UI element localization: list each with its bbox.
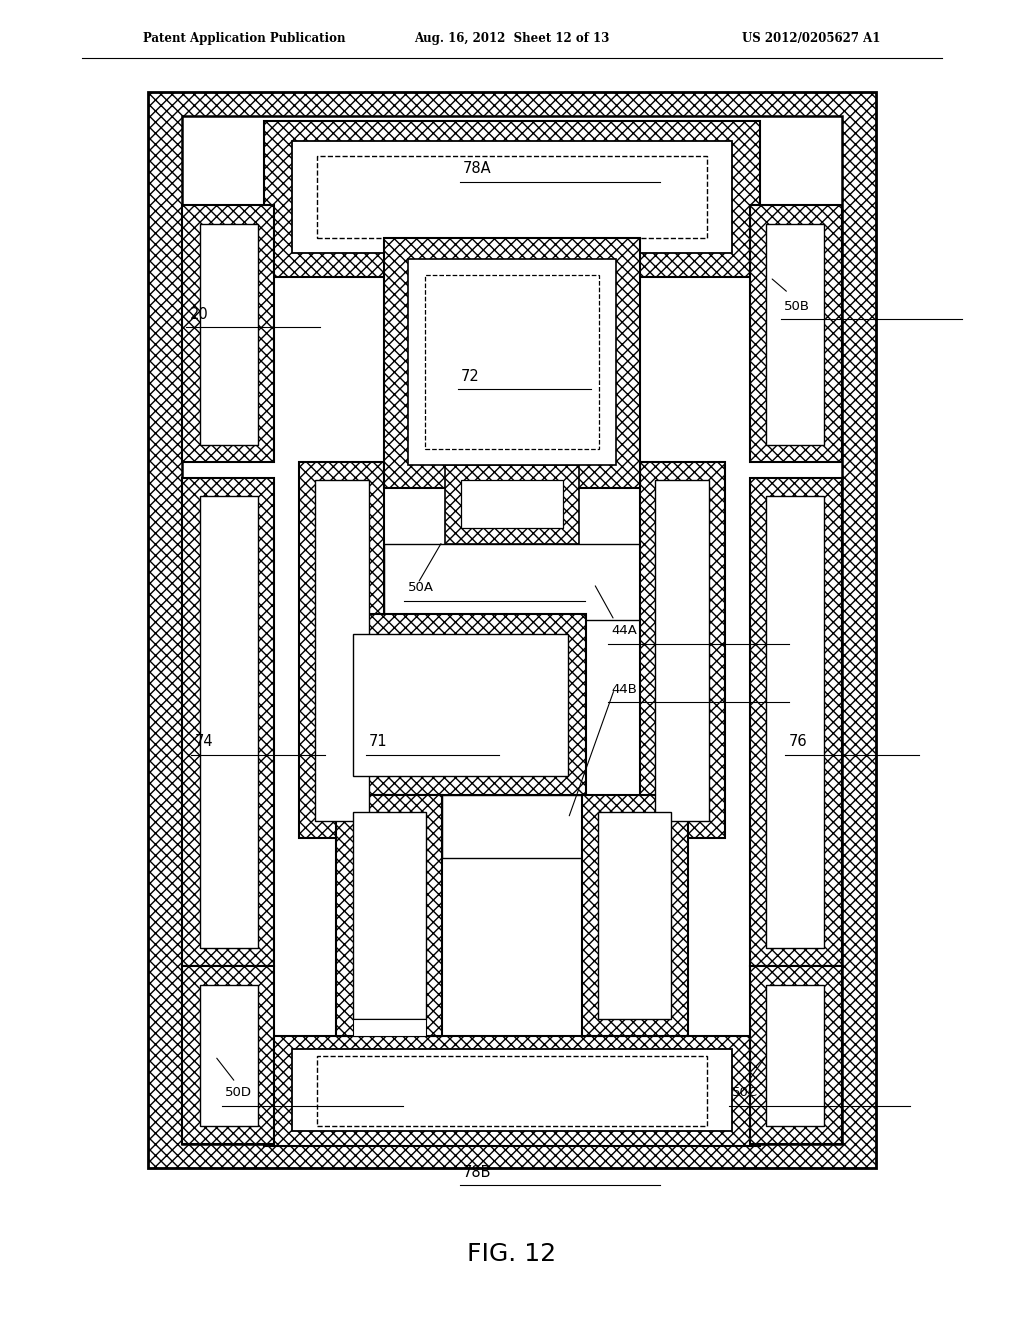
Bar bbox=[200, 496, 258, 948]
Text: 50D: 50D bbox=[225, 1086, 252, 1100]
Bar bbox=[182, 966, 274, 1144]
Bar bbox=[353, 812, 426, 1019]
Bar bbox=[182, 116, 842, 1144]
Bar bbox=[640, 462, 725, 838]
Bar bbox=[750, 478, 842, 966]
Bar bbox=[264, 1036, 760, 1146]
Text: 76: 76 bbox=[788, 734, 807, 750]
Text: 50B: 50B bbox=[784, 300, 810, 313]
Bar bbox=[336, 614, 586, 795]
Bar bbox=[353, 634, 568, 776]
Bar bbox=[200, 985, 258, 1126]
Bar bbox=[445, 465, 579, 544]
Text: US 2012/0205627 A1: US 2012/0205627 A1 bbox=[742, 32, 881, 45]
Text: 44A: 44A bbox=[611, 624, 637, 638]
Bar bbox=[582, 795, 688, 1036]
Text: 50C: 50C bbox=[732, 1086, 759, 1100]
Text: Aug. 16, 2012  Sheet 12 of 13: Aug. 16, 2012 Sheet 12 of 13 bbox=[415, 32, 609, 45]
Text: FIG. 12: FIG. 12 bbox=[467, 1242, 557, 1266]
Bar bbox=[148, 92, 876, 1168]
Text: 74: 74 bbox=[195, 734, 213, 750]
Text: 44B: 44B bbox=[611, 682, 637, 696]
Bar bbox=[200, 224, 258, 445]
Text: 20: 20 bbox=[189, 306, 208, 322]
Bar bbox=[299, 462, 384, 838]
Text: 71: 71 bbox=[369, 734, 387, 750]
Bar bbox=[336, 795, 442, 1036]
Text: 50A: 50A bbox=[408, 581, 433, 594]
Bar bbox=[766, 496, 824, 948]
Bar bbox=[384, 238, 640, 488]
Bar bbox=[461, 480, 563, 528]
Bar bbox=[384, 544, 640, 620]
Bar bbox=[353, 1019, 426, 1036]
Bar bbox=[292, 141, 732, 253]
Bar bbox=[750, 205, 842, 462]
Bar bbox=[317, 1056, 707, 1126]
Bar bbox=[655, 480, 709, 821]
Bar bbox=[766, 224, 824, 445]
Bar bbox=[766, 985, 824, 1126]
Text: Patent Application Publication: Patent Application Publication bbox=[143, 32, 346, 45]
Bar bbox=[408, 259, 616, 465]
Bar bbox=[182, 478, 274, 966]
Bar bbox=[317, 156, 707, 238]
Bar bbox=[315, 480, 369, 821]
Text: 78B: 78B bbox=[463, 1164, 492, 1180]
Bar bbox=[598, 812, 671, 1019]
Bar bbox=[425, 275, 599, 449]
Bar bbox=[442, 795, 582, 858]
Text: 78A: 78A bbox=[463, 161, 492, 177]
Bar bbox=[292, 1049, 732, 1131]
Bar bbox=[182, 205, 274, 462]
Bar bbox=[750, 966, 842, 1144]
Bar bbox=[264, 121, 760, 277]
Text: 72: 72 bbox=[461, 368, 479, 384]
